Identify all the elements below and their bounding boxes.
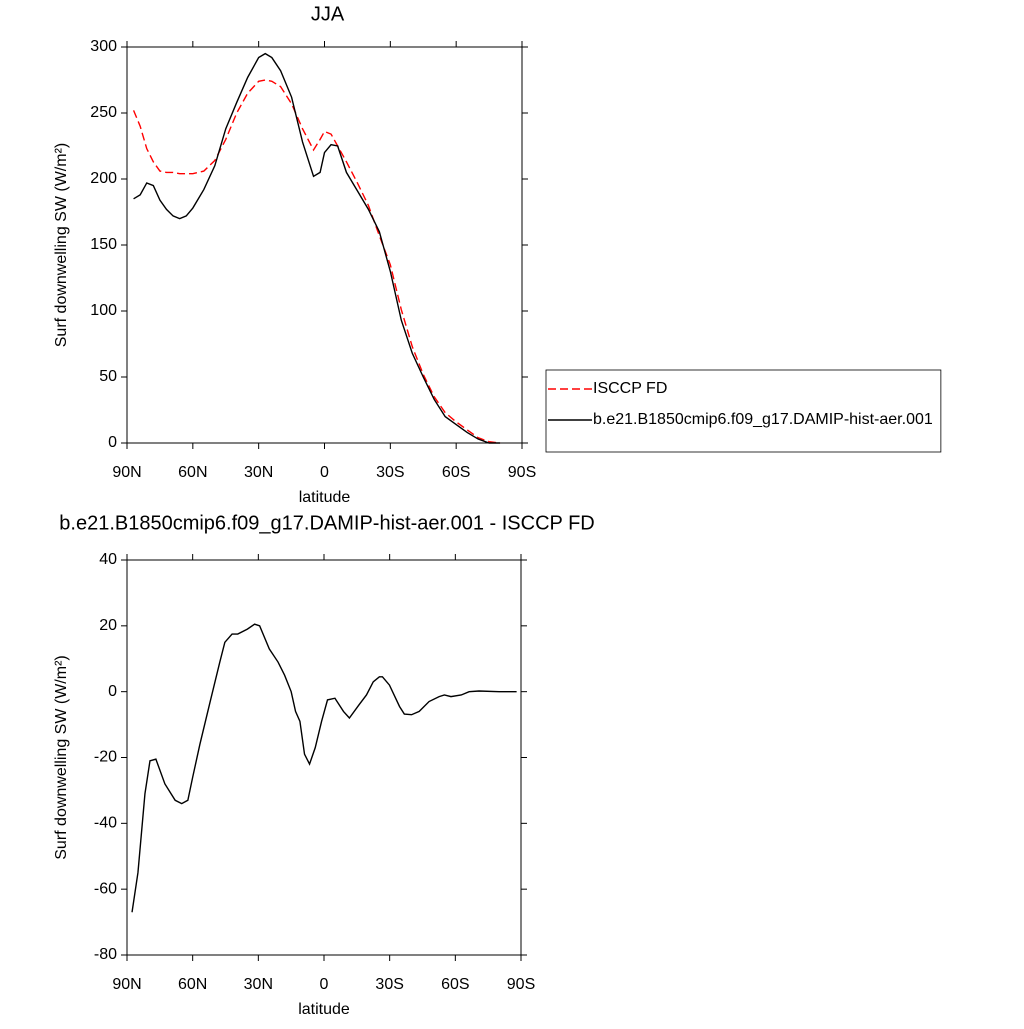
y-tick-label: 20 [99,617,117,634]
x-tick-label: 90S [508,464,536,481]
y-tick-label: 0 [108,683,117,700]
y-tick-label: -60 [94,880,117,897]
x-tick-label: 90N [112,976,141,993]
plot-frame [126,46,523,444]
y-tick-label: 40 [99,551,117,568]
x-tick-label: 90N [112,464,141,481]
x-axis-label: latitude [298,1001,350,1018]
x-tick-label: 30S [375,976,403,993]
data-line [131,623,517,913]
y-tick-label: 200 [90,170,117,187]
y-axis-label: Surf downwelling SW (W/m²) [53,143,70,347]
y-tick-label: 50 [99,368,117,385]
legend-label: b.e21.B1850cmip6.f09_g17.DAMIP-hist-aer.… [593,411,933,428]
data-line [133,52,501,444]
x-axis-label: latitude [299,489,351,506]
y-tick-label: 250 [90,104,117,121]
y-tick-label: 0 [108,434,117,451]
legend-label: ISCCP FD [593,380,667,397]
x-tick-label: 60S [441,976,469,993]
y-tick-label: -80 [94,946,117,963]
x-tick-label: 0 [320,464,329,481]
y-tick-label: -40 [94,815,117,832]
y-tick-label: -20 [94,749,117,766]
y-tick-label: 300 [90,38,117,55]
x-tick-label: 60N [178,464,207,481]
y-tick-label: 150 [90,236,117,253]
x-tick-label: 30N [244,464,273,481]
x-tick-label: 30N [244,976,273,993]
chart-title: b.e21.B1850cmip6.f09_g17.DAMIP-hist-aer.… [59,512,594,534]
y-axis-label: Surf downwelling SW (W/m²) [53,655,70,859]
legend-box [545,369,942,453]
data-line [132,79,501,444]
y-tick-label: 100 [90,302,117,319]
chart-title: JJA [311,3,345,25]
x-tick-label: 60N [178,976,207,993]
x-tick-label: 0 [320,976,329,993]
plot-frame [126,559,522,956]
x-tick-label: 90S [507,976,535,993]
x-tick-label: 60S [442,464,470,481]
x-tick-label: 30S [376,464,404,481]
